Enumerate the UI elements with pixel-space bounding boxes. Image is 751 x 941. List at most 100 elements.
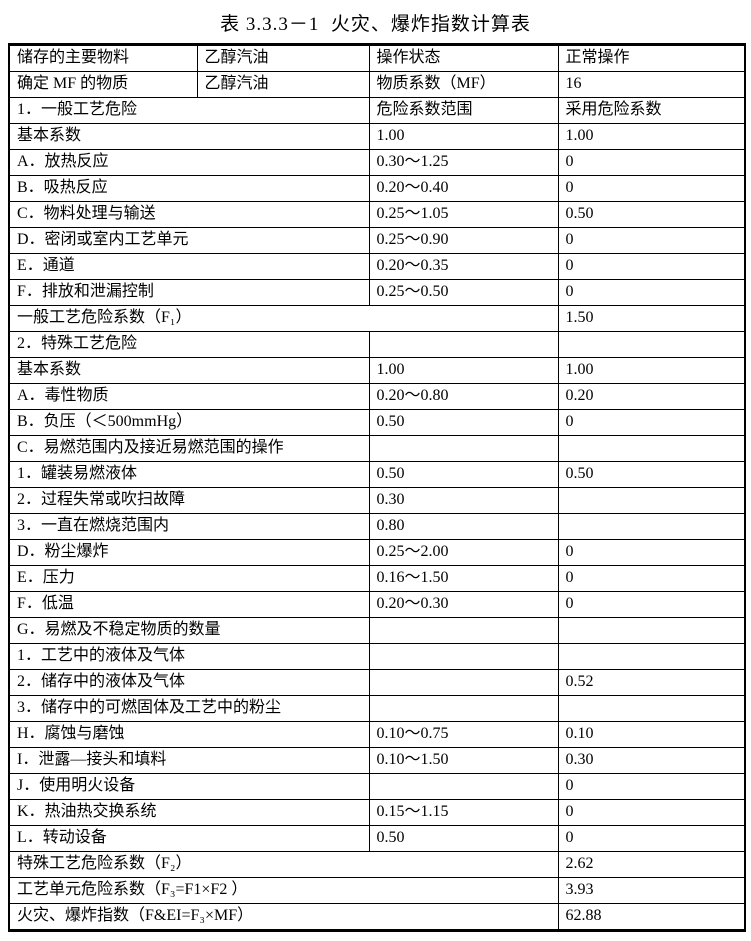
- table-row: D．粉尘爆炸 0.25～2.00 0: [8, 539, 746, 566]
- table-cell: 0.30: [557, 747, 746, 774]
- table-cell: 1.00: [557, 357, 746, 384]
- table-cell: C．易燃范围内及接近易燃范围的操作: [8, 435, 370, 462]
- table-cell: 0.30: [368, 487, 559, 514]
- table-cell: 工艺单元危险系数（F₃=F1×F2 ）: [8, 877, 559, 904]
- table-cell: F．排放和泄漏控制: [8, 279, 370, 306]
- table-row: 3．一直在燃烧范围内 0.80: [8, 513, 746, 540]
- table-cell: [557, 435, 746, 462]
- table-cell: 正常操作: [557, 44, 746, 72]
- table-cell: 0.25～1.05: [368, 201, 559, 228]
- table-cell: E．压力: [8, 565, 370, 592]
- table-cell: 0: [557, 539, 746, 566]
- table-cell: G．易燃及不稳定物质的数量: [8, 617, 370, 644]
- table-cell: 0.15～1.15: [368, 799, 559, 826]
- table-row: 基本系数 1.00 1.00: [8, 357, 746, 384]
- table-cell: 0.80: [368, 513, 559, 540]
- table-cell: [557, 643, 746, 670]
- table-cell: 0.50: [368, 825, 559, 852]
- table-cell: 0.25～0.90: [368, 227, 559, 254]
- table-cell: [368, 435, 559, 462]
- table-cell: 0: [557, 175, 746, 202]
- table-cell: 3．一直在燃烧范围内: [8, 513, 370, 540]
- table-cell: [557, 617, 746, 644]
- table-row: 1．一般工艺危险 危险系数范围 采用危险系数: [8, 97, 746, 124]
- table-row: 储存的主要物料 乙醇汽油 操作状态 正常操作: [8, 44, 746, 72]
- table-cell: 0.20～0.35: [368, 253, 559, 280]
- table-cell: 0: [557, 799, 746, 826]
- table-cell: [368, 643, 559, 670]
- table-cell: 0: [557, 253, 746, 280]
- table-cell: 0.25～0.50: [368, 279, 559, 306]
- table-cell: B．吸热反应: [8, 175, 370, 202]
- table-cell: 1．罐装易燃液体: [8, 461, 370, 488]
- table-cell: 0.50: [368, 461, 559, 488]
- table-cell: 0: [557, 825, 746, 852]
- table-cell: 2．特殊工艺危险: [8, 331, 370, 358]
- table-cell: 储存的主要物料: [8, 44, 198, 72]
- table-cell: 2．储存中的液体及气体: [8, 669, 370, 696]
- table-row: 确定 MF 的物质 乙醇汽油 物质系数（MF） 16: [8, 71, 746, 98]
- table-cell: [557, 331, 746, 358]
- table-row: 工艺单元危险系数（F₃=F1×F2 ） 3.93: [8, 877, 746, 904]
- table-cell: 乙醇汽油: [196, 71, 370, 98]
- table-row: A．放热反应 0.30～1.25 0: [8, 149, 746, 176]
- table-cell: [557, 513, 746, 540]
- table-cell: [368, 695, 559, 722]
- table-cell: 1.00: [557, 123, 746, 150]
- table-row: 1．罐装易燃液体 0.50 0.50: [8, 461, 746, 488]
- table-row: 3．储存中的可燃固体及工艺中的粉尘: [8, 695, 746, 722]
- table-cell: 16: [557, 71, 746, 98]
- table-cell: A．放热反应: [8, 149, 370, 176]
- table-body: 储存的主要物料 乙醇汽油 操作状态 正常操作 确定 MF 的物质 乙醇汽油 物质系数（MF）…: [8, 44, 746, 931]
- table-cell: 0: [557, 565, 746, 592]
- table-cell: 1.00: [368, 357, 559, 384]
- table-row: 一般工艺危险系数（F₁） 1.50: [8, 305, 746, 332]
- table-cell: [368, 617, 559, 644]
- table-cell: 2.62: [557, 851, 746, 878]
- table-cell: [368, 669, 559, 696]
- table-cell: 0.20～0.80: [368, 383, 559, 410]
- table-cell: 基本系数: [8, 123, 370, 150]
- fire-explosion-index-table: 储存的主要物料 乙醇汽油 操作状态 正常操作 确定 MF 的物质 乙醇汽油 物质系数（MF）…: [8, 43, 746, 932]
- table-cell: D．粉尘爆炸: [8, 539, 370, 566]
- table-row: F．低温 0.20～0.30 0: [8, 591, 746, 618]
- table-row: 特殊工艺危险系数（F₂） 2.62: [8, 851, 746, 878]
- table-cell: 0.10: [557, 721, 746, 748]
- table-cell: 0: [557, 279, 746, 306]
- table-title: 表 3.3.3－1 火灾、爆炸指数计算表: [220, 14, 531, 35]
- table-cell: 1．一般工艺危险: [8, 97, 370, 124]
- table-cell: L．转动设备: [8, 825, 370, 852]
- table-row: G．易燃及不稳定物质的数量: [8, 617, 746, 644]
- table-cell: 0.50: [368, 409, 559, 436]
- table-cell: B．负压（＜500mmHg）: [8, 409, 370, 436]
- table-row: J．使用明火设备 0: [8, 773, 746, 800]
- table-row: F．排放和泄漏控制 0.25～0.50 0: [8, 279, 746, 306]
- table-cell: I．泄露—接头和填料: [8, 747, 370, 774]
- table-cell: 0.16～1.50: [368, 565, 559, 592]
- table-cell: 3．储存中的可燃固体及工艺中的粉尘: [8, 695, 370, 722]
- table-cell: E．通道: [8, 253, 370, 280]
- table-cell: F．低温: [8, 591, 370, 618]
- table-cell: 0.20～0.30: [368, 591, 559, 618]
- table-row: 2．过程失常或吹扫故障 0.30: [8, 487, 746, 514]
- table-cell: 特殊工艺危险系数（F₂）: [8, 851, 559, 878]
- table-cell: 0.50: [557, 461, 746, 488]
- table-row: D．密闭或室内工艺单元 0.25～0.90 0: [8, 227, 746, 254]
- table-cell: 0: [557, 773, 746, 800]
- table-row: B．负压（＜500mmHg） 0.50 0: [8, 409, 746, 436]
- table-cell: H．腐蚀与磨蚀: [8, 721, 370, 748]
- table-row: I．泄露—接头和填料 0.10～1.50 0.30: [8, 747, 746, 774]
- table-cell: 0.25～2.00: [368, 539, 559, 566]
- table-cell: 0: [557, 409, 746, 436]
- table-cell: [368, 773, 559, 800]
- table-row: 1．工艺中的液体及气体: [8, 643, 746, 670]
- table-cell: A．毒性物质: [8, 383, 370, 410]
- table-row: 火灾、爆炸指数（F&EI=F₃×MF） 62.88: [8, 903, 746, 931]
- table-cell: C．物料处理与输送: [8, 201, 370, 228]
- table-row: 2．特殊工艺危险: [8, 331, 746, 358]
- table-cell: 3.93: [557, 877, 746, 904]
- table-cell: 2．过程失常或吹扫故障: [8, 487, 370, 514]
- table-cell: 物质系数（MF）: [368, 71, 559, 98]
- table-row: 基本系数 1.00 1.00: [8, 123, 746, 150]
